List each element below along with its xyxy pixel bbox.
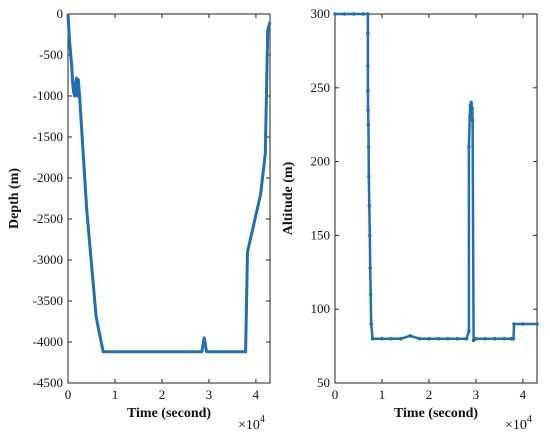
depth-plot-frame — [67, 13, 271, 384]
altitude-plot-frame — [334, 13, 538, 384]
depth-x-tick-label: 3 — [206, 387, 213, 402]
altitude-data-point — [367, 204, 372, 208]
altitude-data-point — [368, 266, 373, 270]
depth-x-multiplier: ×104 — [238, 414, 265, 433]
altitude-data-point — [464, 336, 469, 341]
altitude-x-tick-label: 4 — [520, 387, 527, 402]
altitude-y-tick-label: 300 — [311, 6, 331, 21]
altitude-x-tick-label: 1 — [379, 387, 386, 402]
altitude-data-point — [366, 12, 370, 16]
altitude-x-tick-label: 3 — [473, 387, 480, 402]
altitude-data-point — [366, 31, 370, 35]
altitude-data-point — [361, 12, 366, 16]
altitude-data-point — [370, 336, 375, 341]
altitude-data-point — [366, 108, 370, 112]
depth-x-multiplier-exponent: 4 — [260, 414, 265, 425]
altitude-data-point — [468, 103, 473, 108]
altitude-x-multiplier: ×104 — [505, 414, 532, 433]
altitude-y-tick-label: 100 — [311, 301, 331, 316]
depth-x-multiplier-base: ×10 — [238, 418, 260, 433]
depth-x-tick-label: 0 — [65, 387, 72, 402]
altitude-data-point — [366, 122, 371, 127]
altitude-x-tick-label: 0 — [332, 387, 339, 402]
altitude-data-point — [470, 118, 475, 123]
altitude-data-point — [469, 100, 474, 105]
altitude-data-point — [399, 336, 403, 341]
altitude-x-multiplier-base: ×10 — [505, 418, 527, 433]
depth-ticks: 0 1 2 3 4 0 -500 -1000 -1500 -2000 -2500 -3000 -3500… — [33, 6, 270, 402]
altitude-x-tick-label: 2 — [426, 387, 433, 402]
altitude-y-tick-label: 250 — [311, 80, 331, 95]
altitude-data-point — [445, 336, 450, 341]
altitude-y-tick-label: 200 — [311, 154, 331, 169]
altitude-data-point — [535, 322, 539, 326]
depth-y-tick-label: -500 — [39, 47, 63, 62]
altitude-data-point — [368, 233, 372, 238]
depth-y-tick-label: -1000 — [33, 88, 63, 103]
depth-y-tick-label: -2500 — [33, 211, 63, 226]
depth-y-tick-label: -4500 — [33, 375, 63, 390]
altitude-y-axis-label: Altitude (m) — [281, 161, 296, 235]
altitude-data-point — [483, 336, 488, 341]
altitude-data-point — [342, 12, 347, 16]
altitude-data-point — [436, 336, 441, 341]
depth-x-tick-label: 2 — [159, 387, 166, 402]
altitude-series-points — [333, 12, 539, 343]
altitude-data-point — [521, 322, 525, 326]
altitude-data-point — [470, 106, 475, 111]
depth-y-tick-label: -1500 — [33, 129, 63, 144]
altitude-data-point — [369, 322, 374, 326]
altitude-data-point — [455, 336, 459, 341]
altitude-data-point — [352, 12, 356, 16]
altitude-data-point — [467, 145, 471, 149]
depth-x-tick-label: 1 — [112, 387, 119, 402]
depth-x-tick-label: 4 — [253, 387, 260, 402]
altitude-chart: 0 1 2 3 4 50 100 150 200 250 300 Time (second) Alt… — [281, 6, 539, 433]
altitude-data-point — [512, 322, 516, 326]
depth-y-tick-label: -2000 — [33, 170, 63, 185]
depth-x-axis-label: Time (second) — [127, 406, 211, 421]
altitude-y-tick-label: 50 — [317, 375, 330, 390]
altitude-data-point — [427, 336, 431, 341]
altitude-data-point — [502, 336, 506, 341]
depth-chart: 0 1 2 3 4 0 -500 -1000 -1500 -2000 -2500 -3000 -3500… — [7, 6, 272, 433]
altitude-data-point — [333, 12, 337, 16]
altitude-data-point — [366, 89, 370, 93]
altitude-ticks: 0 1 2 3 4 50 100 150 200 250 300 — [311, 6, 537, 402]
depth-y-tick-label: 0 — [57, 6, 64, 21]
altitude-x-multiplier-exponent: 4 — [527, 414, 532, 425]
altitude-data-point — [389, 336, 394, 341]
altitude-data-point — [417, 336, 422, 341]
altitude-data-point — [511, 336, 516, 341]
altitude-data-point — [492, 336, 497, 341]
depth-y-axis-label: Depth (m) — [7, 168, 22, 229]
altitude-data-point — [467, 329, 471, 334]
altitude-data-point — [380, 336, 384, 341]
depth-y-tick-label: -4000 — [33, 334, 63, 349]
depth-y-tick-label: -3000 — [33, 252, 63, 267]
altitude-data-point — [408, 334, 413, 338]
depth-y-tick-label: -3500 — [33, 293, 63, 308]
altitude-y-tick-label: 150 — [311, 227, 331, 242]
altitude-data-point — [367, 174, 371, 179]
altitude-series-trace — [335, 12, 537, 343]
altitude-data-point — [366, 145, 371, 149]
altitude-data-point — [368, 292, 373, 297]
depth-series-line — [66, 13, 272, 354]
altitude-x-axis-label: Time (second) — [394, 406, 478, 421]
altitude-data-point — [366, 63, 370, 68]
altitude-data-point — [474, 336, 478, 341]
altitude-data-point — [468, 115, 472, 120]
